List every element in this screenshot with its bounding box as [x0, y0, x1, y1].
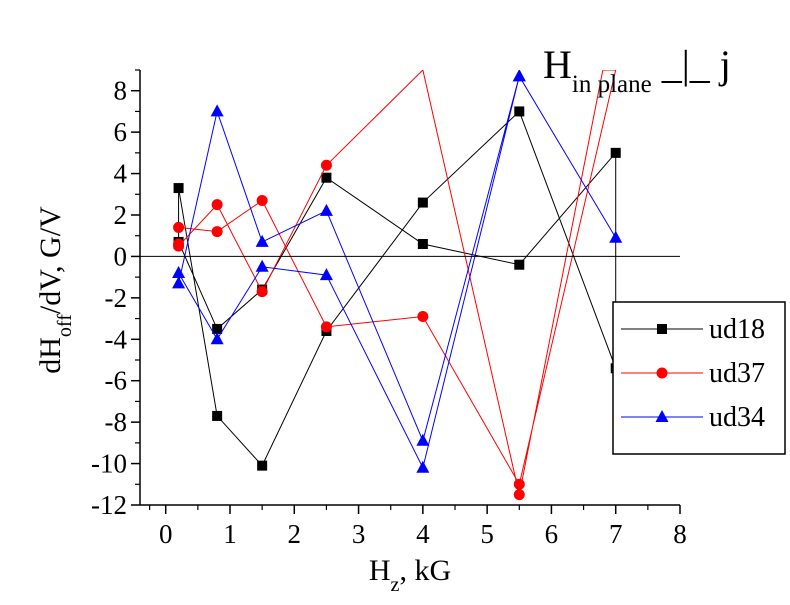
legend-entry-ud18: ud18 [621, 314, 765, 345]
y-tick-label: -8 [105, 407, 128, 437]
series-line-ud34 [178, 74, 617, 470]
data-point-ud34 [210, 332, 224, 345]
data-point-ud37 [173, 238, 185, 250]
x-tick-label: 3 [352, 519, 366, 549]
data-point-ud18 [257, 460, 268, 471]
series-ud34 [172, 70, 623, 473]
data-point-ud34 [416, 460, 430, 473]
data-point-ud34 [255, 234, 269, 247]
axes-layer [131, 69, 681, 514]
y-axis-title: dHoff/dV, G/V [34, 206, 76, 374]
x-tick-label: 8 [673, 519, 687, 549]
data-point-ud34 [609, 230, 623, 243]
legend-entry-ud34: ud34 [621, 402, 765, 433]
y-tick-label: 0 [114, 241, 128, 271]
data-point-ud37 [211, 199, 223, 211]
data-point-ud37 [417, 311, 429, 322]
x-axis-title: Hz, kG [369, 554, 451, 596]
data-point-ud18 [417, 197, 428, 208]
x-tick-label: 0 [159, 519, 173, 549]
legend-label: ud18 [709, 314, 765, 345]
y-tick-label: -2 [105, 283, 128, 313]
x-tick-label: 5 [480, 519, 494, 549]
x-tick-label: 6 [545, 519, 559, 549]
y-tick-label: -12 [91, 490, 127, 520]
data-point-ud34 [210, 104, 224, 117]
data-point-ud34 [319, 268, 333, 281]
data-point-ud34 [512, 70, 526, 82]
y-tick-label: 4 [114, 159, 128, 189]
data-point-ud34 [172, 276, 186, 289]
x-tick-label: 7 [609, 519, 623, 549]
data-point-ud37 [513, 478, 525, 490]
series-line-ud37 [178, 70, 617, 495]
data-point-ud18 [514, 106, 525, 117]
data-point-ud34 [319, 203, 333, 216]
x-tick-label: 2 [288, 519, 302, 549]
y-tick-label: -6 [105, 366, 128, 396]
data-point-ud18 [212, 410, 223, 421]
y-tick-label: 2 [114, 200, 128, 230]
data-point-ud18 [514, 259, 525, 270]
data-point-ud37 [513, 489, 525, 501]
data-point-ud37 [320, 159, 332, 171]
data-point-ud37 [256, 286, 268, 298]
legend-marker [656, 367, 668, 379]
data-point-ud37 [211, 226, 223, 238]
y-tick-label: -10 [91, 449, 127, 479]
x-tick-label: 4 [416, 519, 430, 549]
data-point-ud34 [416, 433, 430, 446]
data-point-ud37 [320, 321, 332, 333]
series-line-ud18 [178, 110, 617, 467]
series-ud37 [173, 70, 617, 501]
y-tick-label: 8 [114, 76, 128, 106]
legend: ud18 ud37 ud34 [612, 301, 786, 455]
data-point-ud18 [610, 147, 621, 158]
y-tick-label: 6 [114, 117, 128, 147]
data-point-ud37 [256, 195, 268, 206]
legend-entry-ud37: ud37 [621, 358, 765, 389]
data-point-ud18 [321, 172, 332, 183]
data-point-ud18 [173, 183, 184, 194]
data-point-ud18 [212, 323, 223, 334]
legend-label: ud34 [709, 402, 765, 433]
annotation: Hin plane _|_ j [543, 42, 731, 98]
text-layer: 0 1 2 3 4 5 6 7 8 8 6 4 2 0 -2 -4 -6 -8 -10 -12 Hz, kG dHoff/… [34, 42, 731, 596]
y-tick-label: -4 [105, 324, 128, 354]
legend-marker [655, 410, 669, 422]
legend-box [612, 301, 786, 455]
legend-marker [657, 324, 667, 334]
series-layer [172, 70, 623, 501]
data-point-ud37 [173, 221, 185, 233]
data-point-ud18 [417, 239, 428, 249]
data-point-ud34 [172, 266, 186, 278]
legend-label: ud37 [709, 358, 765, 389]
data-point-ud34 [255, 259, 269, 272]
x-tick-label: 1 [223, 519, 237, 549]
